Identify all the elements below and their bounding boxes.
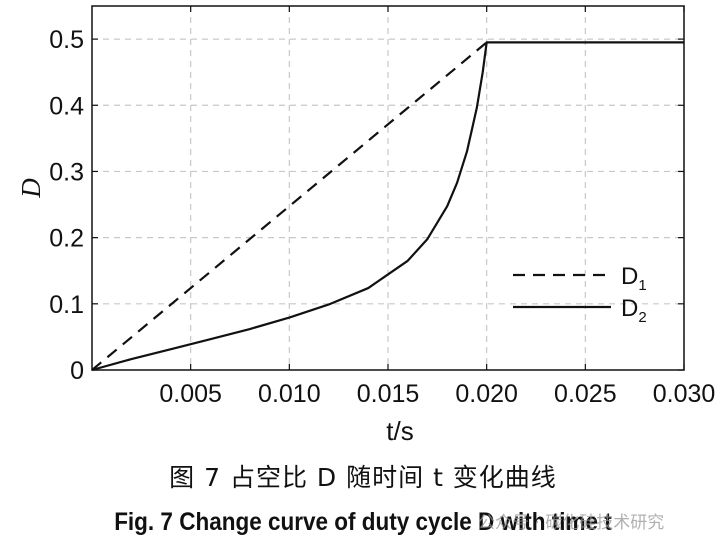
y-tick-label: 0 <box>70 357 84 385</box>
x-tick-label: 0.010 <box>258 380 321 408</box>
legend-label-d2: D2 <box>621 295 647 326</box>
y-tick-label: 0.5 <box>49 26 84 54</box>
y-tick-label: 0.3 <box>49 158 84 186</box>
x-tick-label: 0.015 <box>357 380 420 408</box>
series-line-d1 <box>91 41 488 371</box>
caption-chinese: 图 7 占空比 D 随时间 t 变化曲线 <box>169 463 557 492</box>
x-tick-label: 0.030 <box>653 380 716 408</box>
y-axis-label: D <box>16 178 46 199</box>
y-tick-label: 0.4 <box>49 92 84 120</box>
x-tick-label: 0.005 <box>159 380 222 408</box>
watermark: 公众号 · 碳化硅技术研究 <box>478 513 665 533</box>
legend-label-d1: D1 <box>621 263 647 294</box>
x-tick-label: 0.020 <box>455 380 518 408</box>
x-axis-label: t/s <box>386 416 413 446</box>
y-tick-label: 0.2 <box>49 225 84 253</box>
series-line-d2 <box>91 41 684 372</box>
duty-cycle-chart: 0.005 0.010 0.015 0.020 0.025 0.030 0 0.1 0.2 0.3… <box>16 5 716 446</box>
caption-english: Fig. 7 Change curve of duty cycle D with… <box>114 508 612 536</box>
y-tick-label: 0.1 <box>49 291 84 319</box>
x-tick-label: 0.025 <box>554 380 617 408</box>
